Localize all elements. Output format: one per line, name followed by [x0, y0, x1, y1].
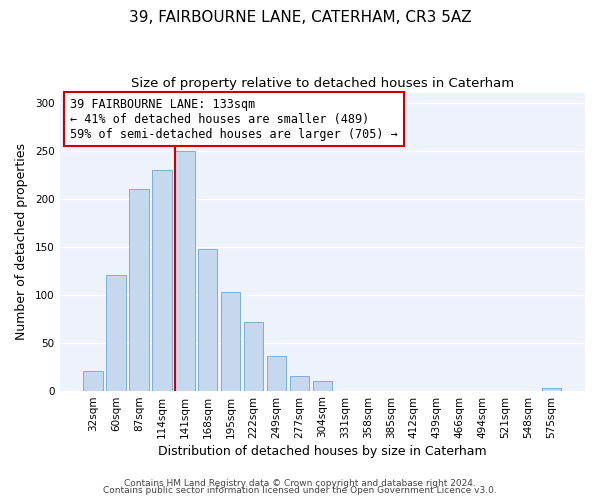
- Bar: [221, 292, 241, 390]
- Bar: [244, 322, 263, 390]
- Bar: [267, 356, 286, 390]
- Bar: [542, 388, 561, 390]
- Bar: [152, 170, 172, 390]
- Text: 39, FAIRBOURNE LANE, CATERHAM, CR3 5AZ: 39, FAIRBOURNE LANE, CATERHAM, CR3 5AZ: [128, 10, 472, 25]
- Text: Contains public sector information licensed under the Open Government Licence v3: Contains public sector information licen…: [103, 486, 497, 495]
- Text: Contains HM Land Registry data © Crown copyright and database right 2024.: Contains HM Land Registry data © Crown c…: [124, 478, 476, 488]
- X-axis label: Distribution of detached houses by size in Caterham: Distribution of detached houses by size …: [158, 444, 487, 458]
- Bar: [175, 150, 194, 390]
- Bar: [198, 250, 217, 390]
- Bar: [83, 372, 103, 390]
- Bar: [106, 276, 126, 390]
- Text: 39 FAIRBOURNE LANE: 133sqm
← 41% of detached houses are smaller (489)
59% of sem: 39 FAIRBOURNE LANE: 133sqm ← 41% of deta…: [70, 98, 398, 140]
- Bar: [313, 381, 332, 390]
- Title: Size of property relative to detached houses in Caterham: Size of property relative to detached ho…: [131, 78, 514, 90]
- Bar: [290, 376, 309, 390]
- Bar: [129, 189, 149, 390]
- Y-axis label: Number of detached properties: Number of detached properties: [15, 144, 28, 340]
